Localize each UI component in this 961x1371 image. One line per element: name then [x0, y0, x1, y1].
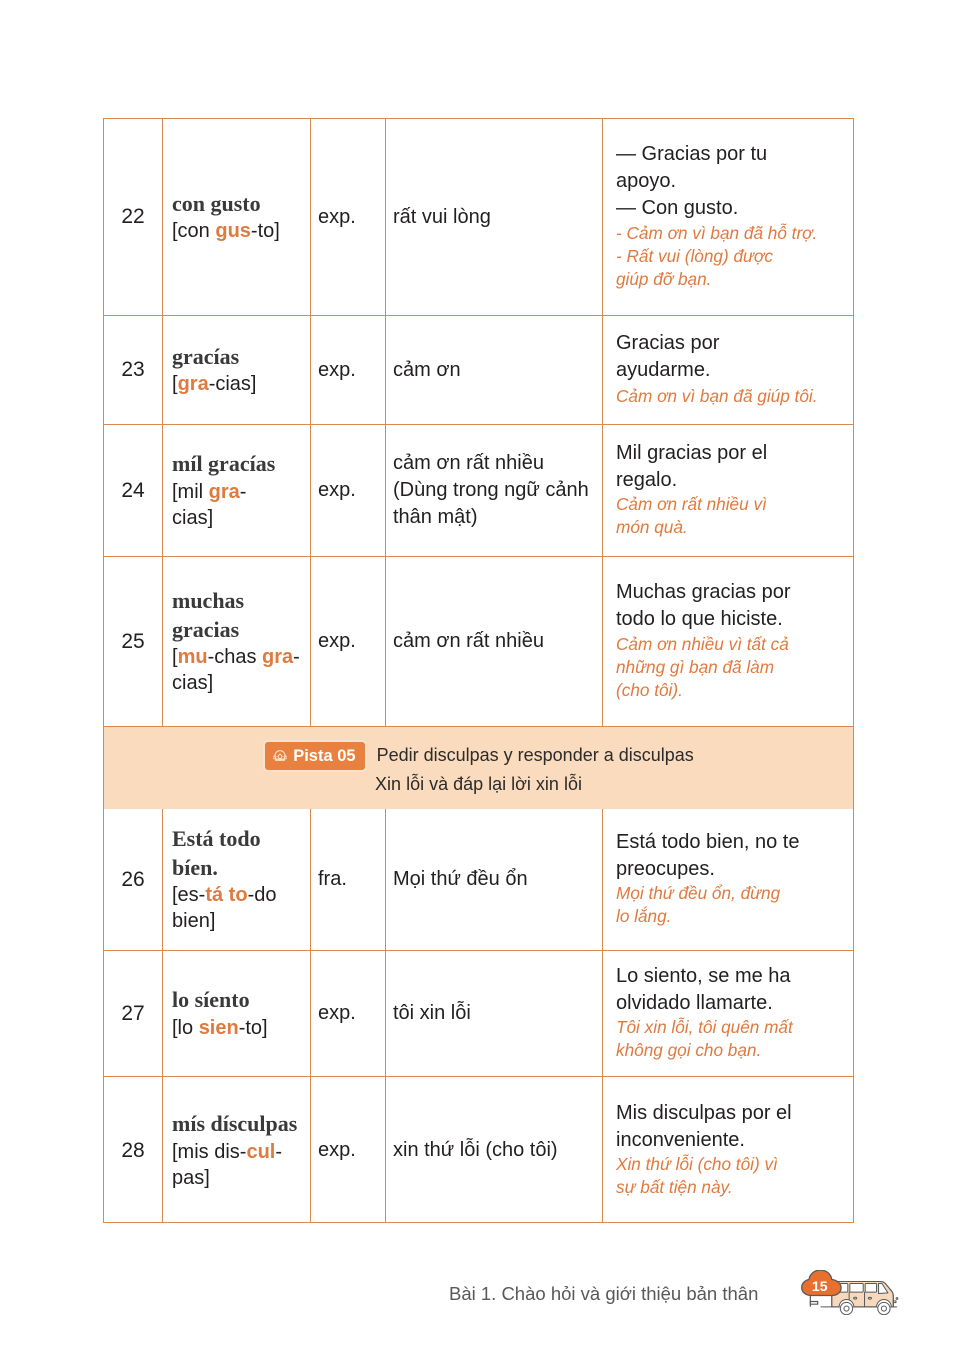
svg-text:15: 15	[812, 1278, 828, 1294]
